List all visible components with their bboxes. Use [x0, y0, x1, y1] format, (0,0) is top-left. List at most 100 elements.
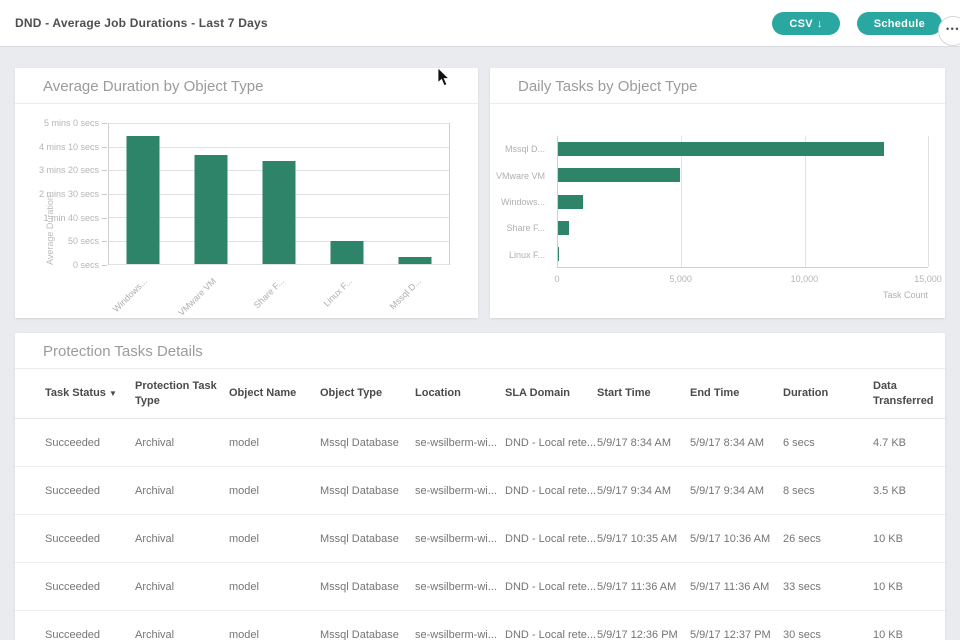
bar[interactable] — [558, 194, 583, 209]
schedule-button[interactable]: Schedule — [856, 12, 942, 35]
x-category-label: Mssql D... — [387, 276, 423, 312]
table-row[interactable]: Succeeded Archival model Mssql Database se-w… — [15, 515, 945, 563]
x-category-label: VMware VM — [175, 276, 218, 318]
x-tick-label: 10,000 — [790, 274, 819, 284]
column-header[interactable]: Location — [415, 387, 461, 400]
table-cell: 8 secs — [783, 484, 815, 497]
gridline — [109, 264, 449, 265]
table-cell: 30 secs — [783, 628, 821, 640]
table-cell: 10 KB — [873, 628, 903, 640]
table-cell: DND - Local rete... — [505, 580, 597, 593]
table-cell: 5/9/17 11:36 AM — [597, 580, 677, 593]
table-cell: Succeeded — [45, 580, 101, 593]
y-tick-label: 2 mins 30 secs — [39, 189, 107, 199]
y-tick-label: 3 mins 20 secs — [39, 165, 107, 175]
column-header[interactable]: End Time — [690, 387, 740, 400]
table-cell: Mssql Database — [320, 628, 399, 640]
table-cell: model — [229, 436, 259, 449]
table-cell: 3.5 KB — [873, 484, 907, 497]
y-category-label: Mssql D... — [504, 144, 545, 155]
daily-tasks-card: Daily Tasks by Object Type Mssql D... VMw… — [490, 68, 945, 318]
avg-duration-chart-title: Average Duration by Object Type — [15, 68, 478, 104]
bar[interactable] — [262, 160, 296, 264]
column-header[interactable]: SLA Domain — [505, 387, 570, 400]
bar[interactable] — [558, 220, 570, 235]
bar[interactable] — [194, 154, 228, 264]
table-row[interactable]: Succeeded Archival model Mssql Database se-w… — [15, 611, 945, 640]
table-cell: 33 secs — [783, 580, 821, 593]
table-cell: 5/9/17 9:34 AM — [597, 484, 671, 497]
table-cell: Mssql Database — [320, 484, 399, 497]
table-cell: model — [229, 628, 259, 640]
bar[interactable] — [558, 142, 884, 157]
ellipsis-icon: ••• — [946, 24, 960, 34]
daily-tasks-chart: Mssql D... VMware VM Windows... Share F... L… — [490, 104, 945, 315]
topbar-actions: CSV ↓ Schedule — [772, 0, 942, 47]
table-cell: se-wsilberm-wi... — [415, 580, 497, 593]
x-tick-label: 5,000 — [669, 274, 692, 284]
table-cell: se-wsilberm-wi... — [415, 436, 497, 449]
table-cell: 5/9/17 10:36 AM — [690, 532, 771, 545]
y-category-label: Linux F... — [508, 249, 545, 260]
column-header[interactable]: Object Type — [320, 387, 383, 400]
x-tick-label: 15,000 — [914, 274, 942, 284]
bar[interactable] — [558, 168, 681, 183]
x-category-label: Linux F... — [321, 276, 355, 309]
topbar: DND - Average Job Durations - Last 7 Day… — [0, 0, 960, 47]
bar[interactable] — [330, 240, 364, 264]
column-header[interactable]: Start Time — [597, 387, 651, 400]
gridline — [109, 123, 449, 124]
table-row[interactable]: Succeeded Archival model Mssql Database se-w… — [15, 419, 945, 467]
gridline — [109, 146, 449, 148]
y-tick-label: 50 secs — [68, 236, 107, 246]
table-cell: Succeeded — [45, 484, 101, 497]
column-header[interactable]: Task Status ▼ — [45, 387, 117, 400]
table-cell: Archival — [135, 484, 175, 497]
table-cell: Archival — [135, 580, 175, 593]
table-cell: Succeeded — [45, 628, 101, 640]
protection-tasks-title: Protection Tasks Details — [15, 333, 945, 369]
gridline — [928, 136, 929, 267]
table-cell: Mssql Database — [320, 580, 399, 593]
y-tick-label: 5 mins 0 secs — [44, 118, 107, 128]
column-header[interactable]: Data Transferred — [873, 380, 934, 407]
table-cell: 4.7 KB — [873, 436, 907, 449]
more-options-button[interactable]: ••• — [938, 16, 960, 46]
y-tick-label: 1 min 40 secs — [43, 213, 107, 223]
table-cell: 6 secs — [783, 436, 815, 449]
avg-duration-plot — [108, 123, 450, 265]
table-cell: 5/9/17 8:34 AM — [690, 436, 764, 449]
table-cell: Mssql Database — [320, 436, 399, 449]
column-header[interactable]: Protection Task Type — [135, 380, 217, 407]
table-cell: Archival — [135, 628, 175, 640]
x-tick-label: 0 — [554, 274, 560, 284]
table-cell: DND - Local rete... — [505, 436, 597, 449]
table-cell: 10 KB — [873, 580, 903, 593]
table-cell: 5/9/17 8:34 AM — [597, 436, 671, 449]
table-cell: 5/9/17 10:35 AM — [597, 532, 678, 545]
x-category-label: Share F... — [251, 276, 287, 311]
avg-duration-chart: Average Duration 5 mins 0 secs 4 mins 10 … — [15, 104, 478, 318]
csv-download-button[interactable]: CSV ↓ — [772, 12, 840, 35]
table-cell: Archival — [135, 532, 175, 545]
table-cell: 5/9/17 12:36 PM — [597, 628, 678, 640]
bar[interactable] — [398, 256, 432, 264]
y-axis-category-labels: Mssql D... VMware VM Windows... Share F... L… — [490, 136, 551, 268]
table-row[interactable]: Succeeded Archival model Mssql Database se-w… — [15, 563, 945, 611]
y-tick-label: 4 mins 10 secs — [39, 142, 107, 152]
table-cell: DND - Local rete... — [505, 532, 597, 545]
page-title: DND - Average Job Durations - Last 7 Day… — [15, 16, 268, 30]
protection-tasks-card: Protection Tasks Details Task Status ▼ Pro… — [15, 333, 945, 640]
table-row[interactable]: Succeeded Archival model Mssql Database se-w… — [15, 467, 945, 515]
table-cell: model — [229, 580, 259, 593]
sort-arrow-icon: ▼ — [108, 389, 117, 399]
x-category-label: Windows... — [111, 276, 150, 315]
column-header[interactable]: Object Name — [229, 387, 297, 400]
gridline — [804, 136, 806, 267]
column-header[interactable]: Duration — [783, 387, 829, 400]
bar[interactable] — [558, 246, 560, 261]
x-axis-title: Task Count — [882, 290, 928, 300]
bar[interactable] — [126, 136, 160, 264]
table-cell: DND - Local rete... — [505, 484, 597, 497]
table-cell: 5/9/17 9:34 AM — [690, 484, 764, 497]
